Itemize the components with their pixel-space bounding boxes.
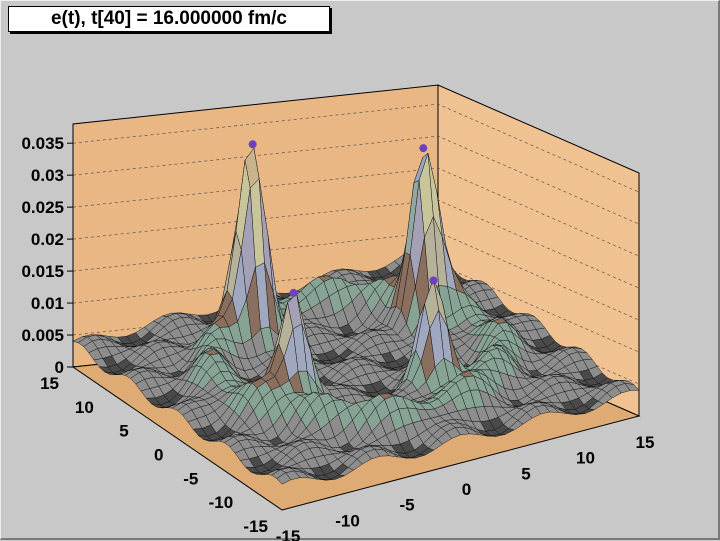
x-tick-label: 15	[636, 433, 655, 452]
x-tick-label: 0	[462, 480, 471, 499]
y-tick-label: 10	[75, 398, 94, 417]
plot-title: e(t), t[40] = 16.000000 fm/c	[8, 6, 330, 32]
peak-marker	[419, 144, 428, 153]
z-tick-label: 0.01	[31, 294, 64, 313]
z-tick-label: 0.015	[21, 262, 64, 281]
x-tick-label: -15	[276, 527, 301, 541]
y-tick-label: -5	[183, 469, 198, 488]
y-tick-label: 15	[40, 374, 59, 393]
x-tick-label: 5	[521, 464, 530, 483]
z-tick-label: 0.02	[31, 230, 64, 249]
y-tick-label: -15	[243, 517, 268, 536]
z-tick-label: 0.005	[21, 326, 64, 345]
peak-marker	[429, 276, 438, 285]
z-tick-label: 0.035	[21, 134, 64, 153]
z-gridline	[72, 103, 640, 193]
y-tick-label: -10	[209, 493, 234, 512]
x-tick-label: 10	[576, 449, 595, 468]
peak-marker	[248, 140, 257, 149]
axes: 00.0050.010.0150.020.0250.030.035-15-10-…	[21, 124, 654, 541]
surface-cell	[276, 472, 292, 485]
z-tick-label: 0.03	[31, 166, 64, 185]
surface-mesh	[72, 140, 640, 485]
x-tick-label: -10	[335, 511, 360, 530]
z-tick-label: 0.025	[21, 198, 64, 217]
y-tick-label: 0	[154, 446, 163, 465]
x-tick-label: -5	[399, 496, 414, 515]
z-tick-label: 0	[55, 358, 64, 377]
y-tick-label: 5	[119, 422, 128, 441]
z-gridline	[72, 167, 640, 257]
z-gridline	[72, 135, 640, 225]
peak-marker	[289, 288, 298, 297]
